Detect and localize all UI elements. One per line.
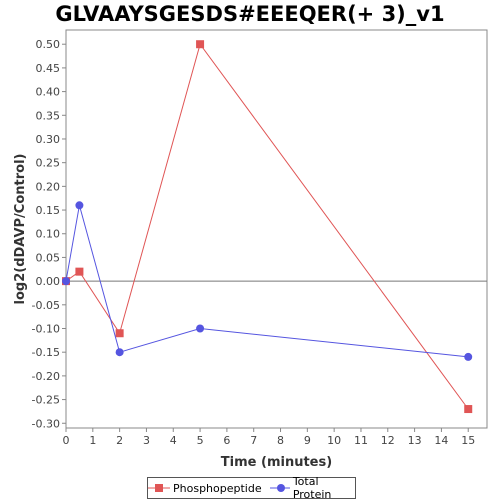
- y-tick-label: -0.20: [32, 370, 60, 383]
- x-tick-label: 6: [223, 434, 230, 447]
- x-tick-label: 9: [304, 434, 311, 447]
- legend-item-total-protein: Total Protein: [269, 475, 355, 501]
- chart-title: GLVAAYSGESDS#EEEQER(+ 3)_v1: [55, 2, 445, 26]
- data-point-total-protein: [115, 348, 124, 357]
- x-tick-label: 3: [143, 434, 150, 447]
- y-tick-label: 0.30: [36, 133, 61, 146]
- x-tick-label: 12: [381, 434, 395, 447]
- data-point-phosphopeptide: [196, 40, 205, 49]
- x-tick-label: 7: [250, 434, 257, 447]
- legend-label-total-protein: Total Protein: [292, 475, 332, 501]
- x-tick-label: 0: [63, 434, 70, 447]
- y-tick-label: 0.20: [36, 180, 61, 193]
- legend-item-phosphopeptide: Phosphopeptide: [148, 482, 262, 495]
- x-tick-label: 2: [116, 434, 123, 447]
- y-tick-label: 0.10: [36, 228, 61, 241]
- axes: -0.30 -0.25 -0.20 -0.15 -0.10 -0.05 0.00 0.05 0.…: [32, 38, 476, 447]
- data-point-phosphopeptide: [115, 329, 124, 338]
- data-point-total-protein: [196, 324, 205, 333]
- data-point-phosphopeptide: [464, 405, 473, 414]
- y-tick-label: -0.25: [32, 394, 60, 407]
- y-tick-label: 0.05: [36, 251, 61, 264]
- y-tick-label: -0.10: [32, 323, 60, 336]
- plot-area: [65, 29, 488, 429]
- x-tick-label: 13: [408, 434, 422, 447]
- y-tick-label: -0.15: [32, 346, 60, 359]
- x-tick-label: 11: [354, 434, 368, 447]
- x-tick-label: 10: [327, 434, 341, 447]
- chart-marks: [62, 40, 473, 414]
- y-tick-label: 0.35: [36, 109, 61, 122]
- x-tick-label: 4: [170, 434, 177, 447]
- x-tick-label: 1: [89, 434, 96, 447]
- y-tick-label: 0.50: [36, 38, 61, 51]
- plot-background: [65, 29, 488, 429]
- y-tick-label: 0.00: [36, 275, 61, 288]
- y-tick-label: 0.45: [36, 62, 61, 75]
- y-tick-label: 0.40: [36, 86, 61, 99]
- y-tick-label: -0.05: [32, 299, 60, 312]
- y-tick-label: -0.30: [32, 417, 60, 430]
- y-tick-label: 0.25: [36, 157, 61, 170]
- data-point-total-protein: [62, 277, 70, 286]
- y-tick-label: 0.15: [36, 204, 61, 217]
- legend: Phosphopeptide Total Protein: [147, 475, 356, 501]
- x-tick-label: 15: [461, 434, 475, 447]
- y-axis-title: log2(dDAVP/Control): [13, 154, 28, 305]
- legend-label-phosphopeptide: Phosphopeptide: [173, 481, 262, 495]
- x-tick-label: 8: [277, 434, 284, 447]
- x-tick-label: 5: [197, 434, 204, 447]
- data-point-total-protein: [75, 201, 84, 210]
- legend-swatch-phosphopeptide: [148, 484, 170, 492]
- data-point-phosphopeptide: [75, 267, 84, 276]
- legend-swatch-total-protein: [269, 484, 290, 492]
- x-tick-label: 14: [434, 434, 448, 447]
- data-point-total-protein: [464, 352, 473, 361]
- x-axis-title: Time (minutes): [221, 455, 332, 470]
